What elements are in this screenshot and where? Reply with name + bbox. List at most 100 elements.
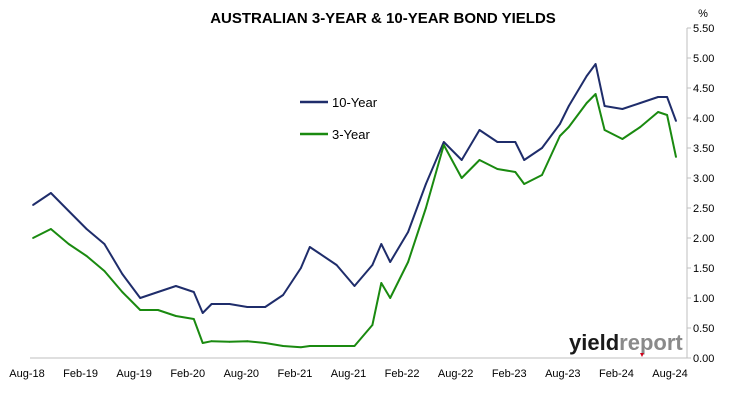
data-point <box>246 340 249 343</box>
x-tick-label: Aug-22 <box>438 368 473 380</box>
data-point <box>67 210 70 212</box>
svg-text:yieldreport: yieldreport <box>569 330 683 355</box>
data-point <box>228 340 231 343</box>
data-point <box>442 141 445 143</box>
data-point <box>380 243 383 245</box>
x-tick-label: Feb-22 <box>385 368 420 380</box>
logo-text-yield: yield <box>569 330 619 355</box>
data-point <box>50 192 52 194</box>
data-point <box>460 159 463 161</box>
data-point <box>585 102 588 104</box>
series-layer <box>32 63 677 349</box>
x-axis: Aug-18 Feb-19 Aug-19 Feb-20 Aug-20 Feb-21 Aug-… <box>9 368 687 380</box>
data-point <box>121 273 124 275</box>
y-tick-label: 3.00 <box>693 173 714 185</box>
legend-10-year-label: 10-Year <box>332 95 378 110</box>
y-tick-label: 3.50 <box>693 143 714 155</box>
data-point <box>282 345 284 347</box>
y-axis: 0.00 0.50 1.00 1.50 2.00 2.50 3.00 3.50 4.00 4.50… <box>687 23 714 365</box>
data-point <box>541 147 543 149</box>
data-point <box>210 340 213 343</box>
yieldreport-logo: yieldreport <box>569 330 683 357</box>
plot-frame <box>30 28 688 359</box>
y-tick-label: 4.50 <box>693 83 714 95</box>
data-point <box>308 345 311 347</box>
x-tick-label: Feb-24 <box>599 368 634 380</box>
data-point <box>85 255 88 257</box>
data-point <box>67 243 70 245</box>
data-point <box>264 342 267 344</box>
y-tick-label: 1.00 <box>693 293 714 305</box>
data-point <box>389 297 392 299</box>
data-point <box>389 261 392 263</box>
x-tick-label: Feb-21 <box>277 368 312 380</box>
data-point <box>246 306 249 308</box>
data-point <box>425 183 427 185</box>
data-point <box>407 261 409 263</box>
x-tick-label: Aug-24 <box>652 368 687 380</box>
legend: 10-Year 3-Year <box>300 95 378 142</box>
x-tick-label: Feb-20 <box>170 368 205 380</box>
data-point <box>192 291 195 293</box>
data-point <box>282 294 284 296</box>
data-point <box>335 264 338 266</box>
data-point <box>50 228 52 230</box>
data-point <box>300 267 302 269</box>
data-point <box>478 129 481 131</box>
data-point <box>210 303 213 305</box>
data-point <box>559 123 561 125</box>
data-point <box>621 108 624 110</box>
data-point <box>585 75 588 77</box>
data-point <box>478 159 481 161</box>
data-point <box>657 111 659 113</box>
data-point <box>32 204 34 206</box>
x-tick-label: Aug-23 <box>545 368 580 380</box>
x-tick-label: Aug-20 <box>224 368 259 380</box>
data-point <box>523 183 526 185</box>
data-point <box>514 171 517 173</box>
data-point <box>442 144 445 146</box>
data-point <box>657 96 659 98</box>
series-3-year <box>32 93 677 349</box>
y-tick-label: 5.00 <box>693 53 714 65</box>
y-axis-unit: % <box>698 8 708 20</box>
data-point <box>460 177 463 179</box>
data-point <box>675 120 677 122</box>
data-point <box>567 105 570 107</box>
x-tick-label: Aug-18 <box>9 368 44 380</box>
y-tick-label: 2.50 <box>693 203 714 215</box>
data-point <box>264 306 267 308</box>
logo-text-report: report <box>619 330 683 355</box>
data-point <box>201 342 204 344</box>
chart-title: AUSTRALIAN 3-YEAR & 10-YEAR BOND YIELDS <box>210 10 556 27</box>
data-point <box>514 141 517 143</box>
data-point <box>139 297 142 299</box>
data-point <box>103 243 106 245</box>
data-point <box>335 345 338 347</box>
data-point <box>121 291 124 293</box>
data-point <box>496 168 499 170</box>
data-point <box>300 346 302 349</box>
data-point <box>496 141 499 143</box>
data-point <box>371 324 374 326</box>
x-tick-label: Feb-23 <box>492 368 527 380</box>
data-point <box>621 138 624 140</box>
data-point <box>85 228 88 230</box>
data-point <box>407 231 409 233</box>
data-point <box>594 63 597 65</box>
data-point <box>308 246 311 248</box>
data-point <box>675 156 677 158</box>
data-point <box>594 93 597 95</box>
x-tick-label: Feb-19 <box>63 368 98 380</box>
data-point <box>523 159 526 161</box>
y-tick-label: 2.00 <box>693 233 714 245</box>
data-point <box>157 309 159 311</box>
data-point <box>380 282 383 284</box>
y-tick-label: 1.50 <box>693 263 714 275</box>
series-10-year <box>32 63 677 314</box>
data-point <box>559 135 561 137</box>
data-point <box>175 315 177 317</box>
x-tick-label: Aug-19 <box>116 368 151 380</box>
data-point <box>567 126 570 128</box>
